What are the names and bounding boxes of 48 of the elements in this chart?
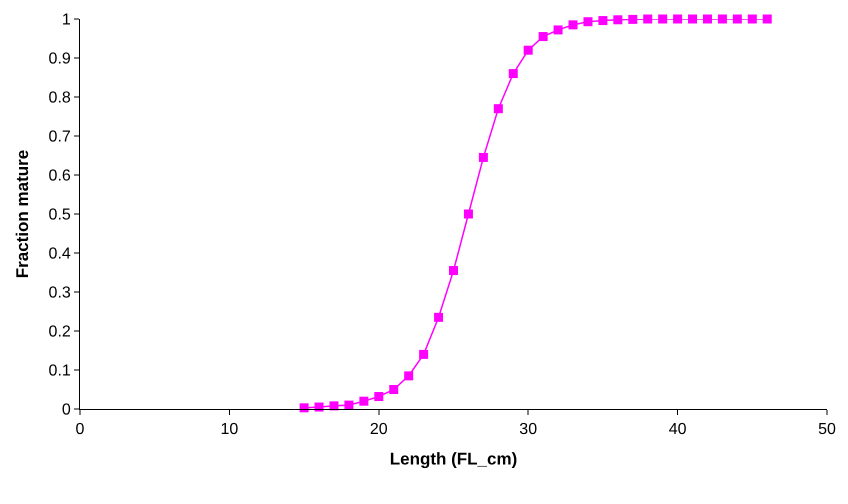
point (568, 20, 578, 30)
y-tick-label: 0.4 (48, 246, 71, 263)
point (359, 396, 368, 406)
point (762, 14, 772, 24)
point (494, 104, 503, 114)
point (434, 312, 444, 322)
point (702, 14, 712, 24)
y-axis-title: Fraction mature (13, 150, 32, 278)
y-tick-label: 0.9 (48, 50, 71, 68)
y-tick-label: 1 (62, 12, 71, 29)
point (389, 385, 398, 394)
y-tick-label: 0.1 (48, 362, 71, 380)
y-tick-label: 0 (62, 402, 71, 419)
x-tick-label: 20 (370, 421, 388, 438)
point (673, 14, 682, 24)
point (732, 14, 742, 24)
point (478, 152, 488, 162)
point (718, 14, 727, 24)
point (688, 14, 698, 24)
point (748, 14, 757, 24)
point (404, 371, 414, 380)
point (524, 46, 533, 55)
point (464, 210, 473, 218)
x-tick-label: 50 (818, 421, 836, 438)
point (643, 14, 652, 24)
point (419, 350, 428, 359)
x-tick-label: 0 (76, 421, 85, 438)
point (449, 266, 458, 276)
x-tick-label: 30 (519, 421, 538, 438)
y-tick-label: 0.2 (48, 324, 71, 341)
y-tick-label: 0.5 (48, 206, 71, 224)
point (628, 14, 638, 24)
point (344, 400, 354, 410)
y-tick-label: 0.8 (48, 90, 71, 107)
point (538, 32, 548, 42)
y-tick-label: 0.6 (48, 168, 71, 185)
point (598, 16, 608, 26)
x-axis-title: Length (FL_cm) (390, 450, 518, 469)
point (658, 14, 668, 24)
point (508, 69, 518, 78)
point (554, 25, 563, 34)
x-tick-label: 40 (668, 421, 687, 438)
point (613, 15, 622, 24)
x-tick-label: 10 (220, 421, 238, 438)
y-tick-label: 0.7 (48, 128, 71, 146)
point (583, 17, 592, 26)
y-tick-label: 0.3 (48, 284, 71, 302)
point (374, 392, 384, 402)
